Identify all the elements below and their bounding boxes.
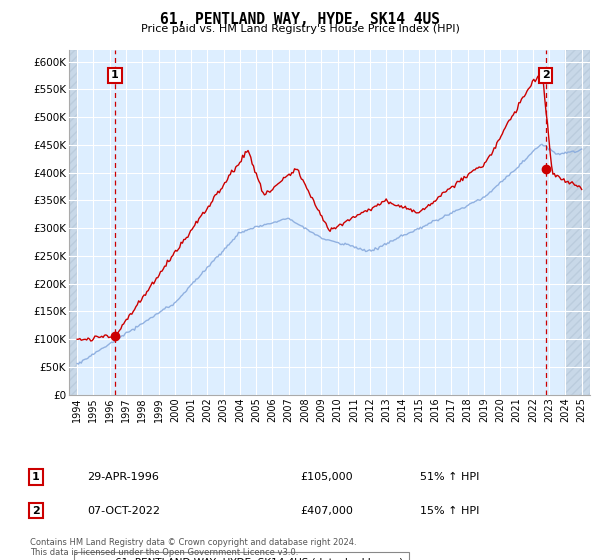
Text: 15% ↑ HPI: 15% ↑ HPI bbox=[420, 506, 479, 516]
Bar bbox=[69, 50, 77, 395]
Text: 07-OCT-2022: 07-OCT-2022 bbox=[87, 506, 160, 516]
Text: £105,000: £105,000 bbox=[300, 472, 353, 482]
Bar bbox=[565, 50, 590, 395]
Legend: 61, PENTLAND WAY, HYDE, SK14 4US (detached house), HPI: Average price, detached : 61, PENTLAND WAY, HYDE, SK14 4US (detach… bbox=[74, 552, 409, 560]
Text: 1: 1 bbox=[32, 472, 40, 482]
Text: 2: 2 bbox=[542, 71, 550, 81]
Text: 51% ↑ HPI: 51% ↑ HPI bbox=[420, 472, 479, 482]
Text: 61, PENTLAND WAY, HYDE, SK14 4US: 61, PENTLAND WAY, HYDE, SK14 4US bbox=[160, 12, 440, 27]
Text: 29-APR-1996: 29-APR-1996 bbox=[87, 472, 159, 482]
Bar bbox=[565, 50, 590, 395]
Text: Price paid vs. HM Land Registry's House Price Index (HPI): Price paid vs. HM Land Registry's House … bbox=[140, 24, 460, 34]
Text: £407,000: £407,000 bbox=[300, 506, 353, 516]
Text: Contains HM Land Registry data © Crown copyright and database right 2024.
This d: Contains HM Land Registry data © Crown c… bbox=[30, 538, 356, 557]
Text: 2: 2 bbox=[32, 506, 40, 516]
Text: 1: 1 bbox=[111, 71, 119, 81]
Bar bbox=[69, 50, 77, 395]
